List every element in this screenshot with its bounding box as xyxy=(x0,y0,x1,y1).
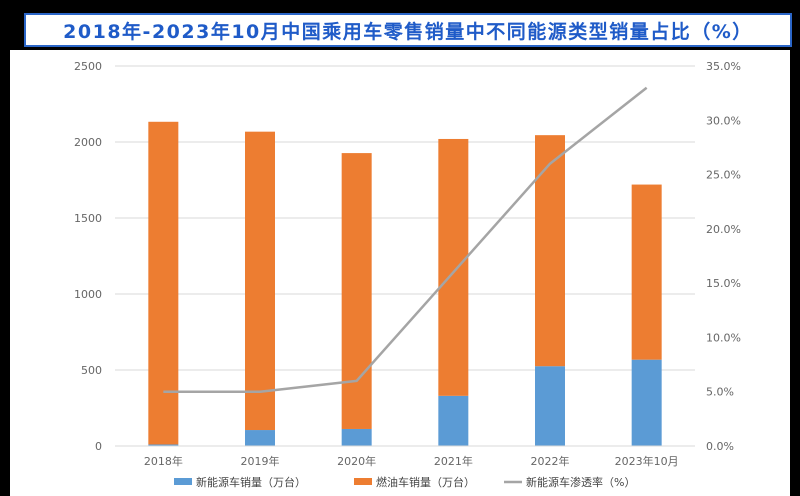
x-tick-label: 2023年10月 xyxy=(615,454,679,468)
bar-fuel xyxy=(631,184,662,360)
y-right-tick-label: 20.0% xyxy=(706,223,741,236)
bar-nev xyxy=(631,359,662,446)
bar-nev xyxy=(148,444,179,446)
bar-fuel xyxy=(341,153,372,429)
y-right-tick-label: 35.0% xyxy=(706,60,741,73)
bar-fuel xyxy=(148,121,179,445)
y-right-tick-label: 15.0% xyxy=(706,277,741,290)
x-tick-label: 2019年 xyxy=(241,454,280,468)
bar-nev xyxy=(438,395,469,446)
y-left-tick-label: 2500 xyxy=(74,60,102,73)
y-left-tick-label: 500 xyxy=(81,364,102,377)
y-left-tick-label: 0 xyxy=(95,440,102,453)
x-tick-label: 2020年 xyxy=(337,454,376,468)
legend-label: 新能源车渗透率（%） xyxy=(526,475,635,489)
bar-fuel xyxy=(245,131,275,431)
y-left-tick-label: 1000 xyxy=(74,288,102,301)
x-tick-label: 2022年 xyxy=(531,454,570,468)
y-right-tick-label: 5.0% xyxy=(706,386,734,399)
legend-label: 新能源车销量（万台） xyxy=(196,475,306,489)
chart-title: 2018年-2023年10月中国乘用车零售销量中不同能源类型销量占比（%） xyxy=(63,20,753,43)
y-right-tick-label: 10.0% xyxy=(706,331,741,344)
bar-nev xyxy=(341,428,372,446)
penetration-line xyxy=(163,86,648,393)
y-left-tick-label: 1500 xyxy=(74,212,102,225)
bar-fuel xyxy=(535,135,565,367)
chart-title-box: 2018年-2023年10月中国乘用车零售销量中不同能源类型销量占比（%） xyxy=(24,13,792,47)
x-tick-label: 2021年 xyxy=(434,454,473,468)
y-right-tick-label: 25.0% xyxy=(706,169,741,182)
y-right-tick-label: 30.0% xyxy=(706,114,741,127)
legend-label: 燃油车销量（万台） xyxy=(376,475,475,489)
legend-swatch xyxy=(354,478,372,485)
x-tick-label: 2018年 xyxy=(144,454,183,468)
bar-nev xyxy=(245,430,275,446)
bar-nev xyxy=(535,366,565,446)
legend-swatch xyxy=(174,478,192,485)
y-right-tick-label: 0.0% xyxy=(706,440,734,453)
bar-fuel xyxy=(438,138,469,396)
y-left-tick-label: 2000 xyxy=(74,136,102,149)
